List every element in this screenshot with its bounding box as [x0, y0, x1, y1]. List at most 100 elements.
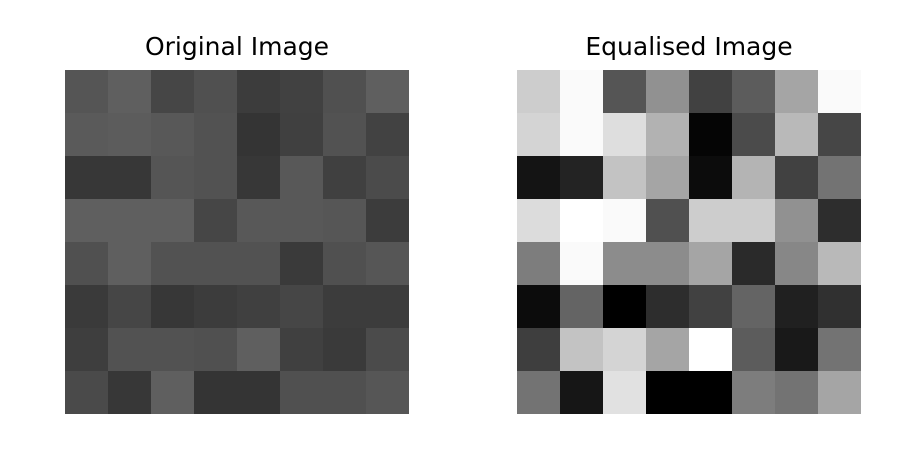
heatmap-cell-r0-c5: [732, 70, 775, 113]
heatmap-cell-r4-c3: [646, 242, 689, 285]
heatmap-cell-r7-c5: [280, 371, 323, 414]
heatmap-cell-r5-c6: [775, 285, 818, 328]
heatmap-cell-r5-c4: [237, 285, 280, 328]
heatmap-cell-r2-c7: [366, 156, 409, 199]
heatmap-cell-r1-c7: [818, 113, 861, 156]
heatmap-cell-r1-c1: [108, 113, 151, 156]
heatmap-cell-r4-c3: [194, 242, 237, 285]
heatmap-cell-r3-c3: [194, 199, 237, 242]
heatmap-cell-r4-c7: [366, 242, 409, 285]
heatmap-cell-r2-c6: [775, 156, 818, 199]
heatmap-cell-r3-c5: [732, 199, 775, 242]
heatmap-cell-r3-c0: [65, 199, 108, 242]
heatmap-cell-r6-c5: [732, 328, 775, 371]
heatmap-cell-r6-c6: [775, 328, 818, 371]
heatmap-cell-r7-c1: [560, 371, 603, 414]
heatmap-cell-r0-c4: [689, 70, 732, 113]
heatmap-cell-r2-c5: [280, 156, 323, 199]
heatmap-cell-r7-c6: [775, 371, 818, 414]
heatmap-cell-r1-c6: [323, 113, 366, 156]
heatmap-cell-r1-c3: [194, 113, 237, 156]
heatmap-cell-r4-c4: [237, 242, 280, 285]
heatmap-cell-r5-c4: [689, 285, 732, 328]
heatmap-cell-r1-c6: [775, 113, 818, 156]
heatmap-cell-r0-c6: [323, 70, 366, 113]
original-image-title: Original Image: [144, 32, 330, 61]
heatmap-cell-r0-c2: [603, 70, 646, 113]
heatmap-cell-r3-c7: [366, 199, 409, 242]
heatmap-cell-r5-c2: [603, 285, 646, 328]
heatmap-cell-r3-c5: [280, 199, 323, 242]
heatmap-cell-r4-c5: [732, 242, 775, 285]
heatmap-cell-r5-c3: [194, 285, 237, 328]
heatmap-cell-r6-c2: [151, 328, 194, 371]
heatmap-cell-r2-c0: [517, 156, 560, 199]
heatmap-cell-r6-c3: [646, 328, 689, 371]
heatmap-cell-r7-c7: [366, 371, 409, 414]
heatmap-cell-r0-c7: [818, 70, 861, 113]
heatmap-cell-r6-c7: [818, 328, 861, 371]
heatmap-cell-r0-c3: [194, 70, 237, 113]
heatmap-cell-r0-c3: [646, 70, 689, 113]
heatmap-cell-r0-c1: [560, 70, 603, 113]
heatmap-cell-r1-c2: [603, 113, 646, 156]
heatmap-cell-r1-c5: [280, 113, 323, 156]
heatmap-cell-r2-c6: [323, 156, 366, 199]
heatmap-cell-r3-c1: [108, 199, 151, 242]
heatmap-cell-r7-c3: [646, 371, 689, 414]
heatmap-cell-r3-c2: [603, 199, 646, 242]
heatmap-cell-r0-c2: [151, 70, 194, 113]
heatmap-cell-r6-c0: [65, 328, 108, 371]
heatmap-cell-r7-c5: [732, 371, 775, 414]
heatmap-cell-r7-c3: [194, 371, 237, 414]
heatmap-cell-r7-c0: [517, 371, 560, 414]
heatmap-cell-r6-c6: [323, 328, 366, 371]
heatmap-cell-r4-c0: [517, 242, 560, 285]
heatmap-cell-r7-c4: [689, 371, 732, 414]
heatmap-cell-r4-c2: [151, 242, 194, 285]
heatmap-cell-r2-c5: [732, 156, 775, 199]
heatmap-cell-r0-c5: [280, 70, 323, 113]
heatmap-cell-r3-c2: [151, 199, 194, 242]
heatmap-cell-r7-c2: [603, 371, 646, 414]
heatmap-cell-r6-c1: [560, 328, 603, 371]
heatmap-cell-r5-c5: [280, 285, 323, 328]
heatmap-cell-r3-c6: [323, 199, 366, 242]
equalised-image-heatmap: [517, 70, 861, 414]
heatmap-cell-r0-c0: [517, 70, 560, 113]
heatmap-cell-r7-c0: [65, 371, 108, 414]
heatmap-cell-r7-c6: [323, 371, 366, 414]
heatmap-cell-r0-c6: [775, 70, 818, 113]
heatmap-cell-r1-c0: [65, 113, 108, 156]
heatmap-cell-r6-c1: [108, 328, 151, 371]
heatmap-cell-r1-c2: [151, 113, 194, 156]
heatmap-cell-r0-c4: [237, 70, 280, 113]
heatmap-cell-r6-c2: [603, 328, 646, 371]
heatmap-cell-r2-c2: [151, 156, 194, 199]
heatmap-cell-r4-c6: [323, 242, 366, 285]
heatmap-cell-r6-c5: [280, 328, 323, 371]
heatmap-cell-r2-c1: [560, 156, 603, 199]
heatmap-cell-r3-c7: [818, 199, 861, 242]
heatmap-cell-r4-c4: [689, 242, 732, 285]
heatmap-cell-r5-c5: [732, 285, 775, 328]
heatmap-cell-r5-c1: [560, 285, 603, 328]
heatmap-cell-r2-c4: [237, 156, 280, 199]
heatmap-cell-r5-c2: [151, 285, 194, 328]
heatmap-cell-r2-c4: [689, 156, 732, 199]
heatmap-cell-r2-c7: [818, 156, 861, 199]
heatmap-cell-r4-c5: [280, 242, 323, 285]
original-image-heatmap: [65, 70, 409, 414]
heatmap-cell-r3-c4: [689, 199, 732, 242]
heatmap-cell-r7-c1: [108, 371, 151, 414]
heatmap-cell-r4-c1: [108, 242, 151, 285]
heatmap-cell-r7-c2: [151, 371, 194, 414]
heatmap-cell-r5-c7: [366, 285, 409, 328]
heatmap-cell-r1-c4: [237, 113, 280, 156]
heatmap-cell-r5-c0: [517, 285, 560, 328]
heatmap-cell-r2-c3: [194, 156, 237, 199]
heatmap-cell-r5-c6: [323, 285, 366, 328]
heatmap-cell-r4-c1: [560, 242, 603, 285]
heatmap-cell-r2-c1: [108, 156, 151, 199]
heatmap-cell-r5-c7: [818, 285, 861, 328]
